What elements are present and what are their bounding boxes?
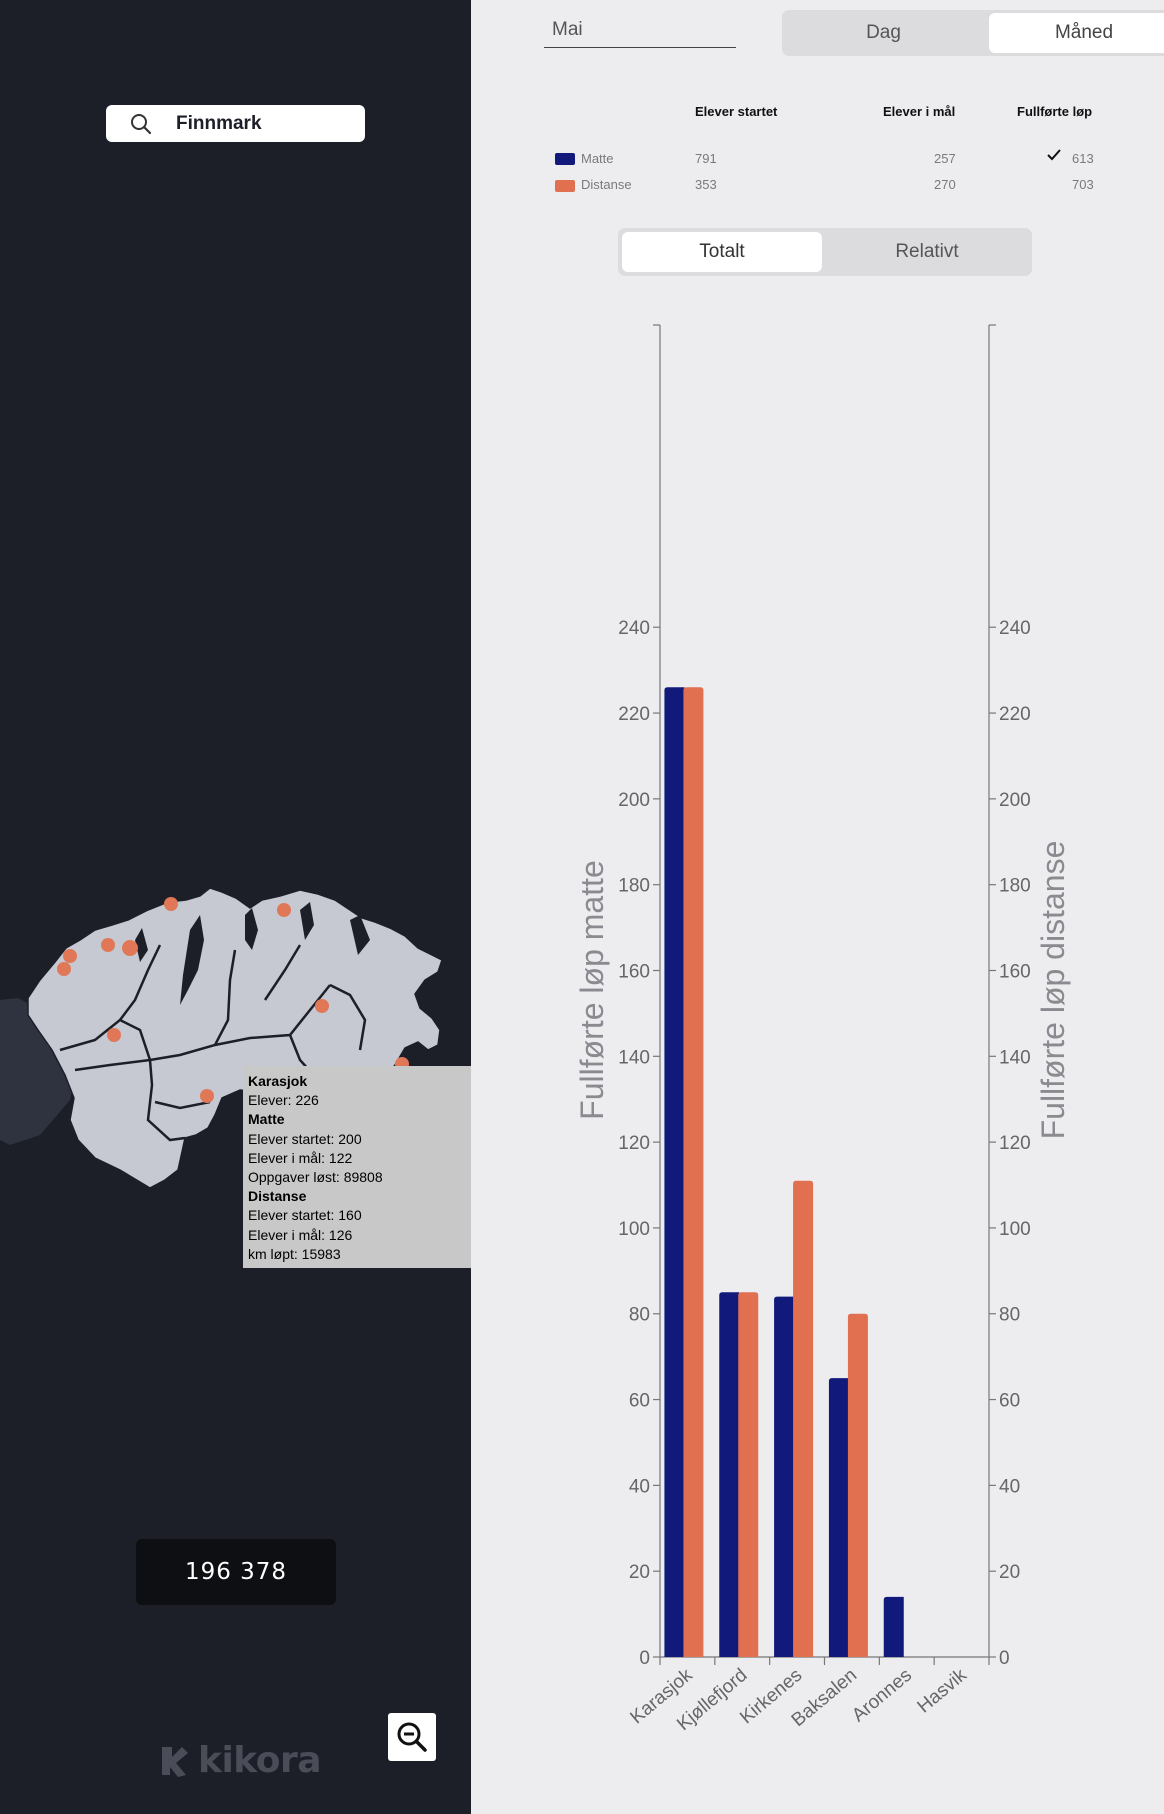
stats-panel: Mai Dag Måned Elever startet Elever i må…: [471, 0, 1164, 1814]
marker-karasjok[interactable]: [200, 1089, 214, 1103]
left-tick-label: 0: [639, 1648, 650, 1669]
right-tick-label: 160: [999, 961, 1031, 982]
left-axis-title: Fullførte løp matte: [574, 860, 610, 1120]
tooltip-matte-heading: Matte: [248, 1111, 285, 1128]
tooltip-place: Karasjok: [248, 1073, 308, 1089]
bar-distanse: [847, 1313, 868, 1657]
tooltip-matte-tasks: Oppgaver løst: 89808: [248, 1169, 383, 1186]
tooltip-distanse-km: km løpt: 15983: [248, 1245, 341, 1262]
header-goal: Elever i mål: [883, 104, 956, 119]
right-tick-label: 180: [999, 876, 1031, 897]
mode-option-totalt[interactable]: Totalt: [622, 232, 822, 272]
right-tick-label: 0: [999, 1648, 1010, 1669]
marker[interactable]: [101, 938, 115, 952]
x-tick-label: Aronnes: [848, 1665, 916, 1727]
left-tick-label: 240: [618, 618, 650, 639]
left-tick-label: 60: [629, 1391, 650, 1412]
header-completed: Fullførte løp: [1017, 104, 1093, 119]
bar-distanse: [793, 1180, 814, 1657]
marker[interactable]: [164, 897, 178, 911]
left-tick-label: 200: [618, 790, 650, 811]
legend-label-matte: Matte: [581, 151, 614, 166]
legend-swatch-distanse: [555, 180, 575, 192]
logo-text: kikora: [198, 1740, 322, 1781]
marker[interactable]: [122, 940, 138, 956]
matte-started: 791: [695, 151, 717, 166]
bar-matte: [719, 1292, 740, 1657]
left-tick-label: 220: [618, 704, 650, 725]
right-tick-label: 200: [999, 790, 1031, 811]
bar-matte: [883, 1596, 904, 1657]
distanse-goal: 270: [934, 177, 956, 192]
location-markers: [57, 897, 409, 1103]
total-counter: 196 378: [136, 1539, 336, 1605]
header-started: Elever startet: [695, 104, 778, 119]
mode-toggle: Totalt Relativt: [618, 228, 1032, 276]
left-tick-label: 160: [618, 961, 650, 982]
left-tick-label: 140: [618, 1047, 650, 1068]
right-tick-label: 140: [999, 1047, 1031, 1068]
neighbour-region: [0, 998, 75, 1145]
right-tick-label: 60: [999, 1391, 1020, 1412]
legend-label-distanse: Distanse: [581, 177, 632, 192]
period-option-dag[interactable]: Dag: [866, 22, 901, 43]
left-tick-label: 40: [629, 1476, 650, 1497]
tooltip-distanse-started: Elever startet: 160: [248, 1207, 362, 1224]
matte-goal: 257: [934, 151, 956, 166]
right-tick-label: 40: [999, 1476, 1020, 1497]
left-tick-label: 100: [618, 1219, 650, 1240]
period-option-maned[interactable]: Måned: [989, 13, 1164, 53]
marker[interactable]: [107, 1028, 121, 1042]
map-tooltip: Karasjok Elever: 226 Matte Elever starte…: [243, 1066, 471, 1268]
distanse-started: 353: [695, 177, 717, 192]
right-tick-label: 220: [999, 704, 1031, 725]
left-tick-label: 180: [618, 876, 650, 897]
marker[interactable]: [277, 903, 291, 917]
mode-option-relativt[interactable]: Relativt: [895, 241, 959, 262]
marker[interactable]: [315, 999, 329, 1013]
right-tick-label: 120: [999, 1133, 1031, 1154]
kikora-logo-icon: [162, 1746, 188, 1777]
search-box[interactable]: Finnmark: [106, 105, 365, 142]
left-tick-label: 120: [618, 1133, 650, 1154]
right-tick-label: 80: [999, 1305, 1020, 1326]
month-select[interactable]: Mai: [544, 16, 736, 48]
tooltip-distanse-goal: Elever i mål: 126: [248, 1226, 353, 1243]
finnmark-region: [27, 887, 443, 1189]
tooltip-matte-started: Elever startet: 200: [248, 1130, 362, 1147]
kikora-logo: kikora: [158, 1740, 322, 1781]
marker[interactable]: [57, 962, 71, 976]
right-tick-label: 240: [999, 618, 1031, 639]
bar-distanse: [738, 1292, 759, 1657]
bar-distanse: [683, 687, 704, 1657]
check-icon[interactable]: [1047, 149, 1061, 161]
bar-matte: [828, 1378, 849, 1657]
bar-chart: 0 0 20 20 40 40 60 60 80 80 100 100 120 120 140 140 160 1…: [574, 324, 1071, 1735]
marker[interactable]: [63, 949, 77, 963]
zoom-out-button[interactable]: [388, 1713, 436, 1761]
tooltip-distanse-heading: Distanse: [248, 1188, 307, 1205]
finnmark-map[interactable]: [0, 870, 471, 1210]
right-tick-label: 20: [999, 1562, 1020, 1583]
right-tick-label: 100: [999, 1219, 1031, 1240]
map-panel: Finnmark: [0, 0, 471, 1814]
left-tick-label: 80: [629, 1305, 650, 1326]
left-tick-label: 20: [629, 1562, 650, 1583]
x-tick-label: Hasvik: [914, 1664, 972, 1717]
zoom-out-icon: [397, 1722, 427, 1752]
matte-completed: 613: [1072, 151, 1094, 166]
bar-matte: [664, 687, 685, 1657]
period-toggle: Dag Måned: [782, 10, 1164, 56]
legend-swatch-matte: [555, 153, 575, 165]
right-axis-title: Fullførte løp distanse: [1035, 841, 1071, 1140]
search-query[interactable]: Finnmark: [176, 112, 262, 134]
bar-matte: [774, 1296, 795, 1657]
tooltip-matte-goal: Elever i mål: 122: [248, 1149, 353, 1166]
search-icon: [131, 113, 152, 134]
tooltip-elever: Elever: 226: [248, 1092, 319, 1109]
distanse-completed: 703: [1072, 177, 1094, 192]
